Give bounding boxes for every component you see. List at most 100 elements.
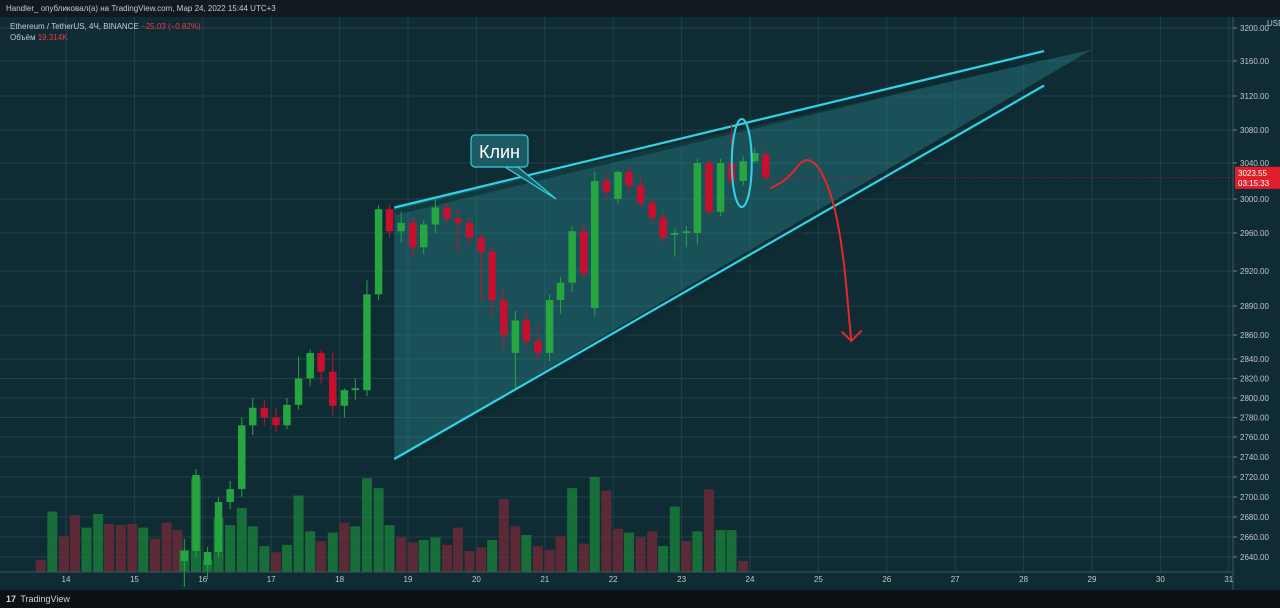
volume-bar [544,549,555,572]
candle-body [522,320,531,341]
volume-bar [81,527,92,572]
candle-body [761,154,770,178]
volume-bar [316,541,327,572]
price-tick-label: 3200.00 [1240,24,1269,33]
candle-body [556,282,565,301]
volume-bar [373,488,384,572]
candle-body [351,388,360,391]
volume-bar [521,534,532,572]
candle-body [500,300,508,335]
time-axis[interactable]: 14 15 16 17 18 19 20 21 22 23 24 25 26 27 28 29 30 31 [0,571,1234,584]
footer-bar: 17 TradingView [0,590,1280,608]
candle-body [306,353,314,379]
candle-body [272,417,280,426]
price-axis-unit: USDT [1267,19,1280,28]
candle-body [329,371,337,406]
candle-body [431,207,440,225]
volume-bar [418,539,429,572]
volume-bar [361,478,372,572]
drawings[interactable]: Клин [470,118,863,343]
candle-body [397,222,405,232]
volume-bar [703,489,714,572]
volume-bar [138,527,149,572]
time-tick-label: 14 [62,575,71,584]
callout-label: Клин [479,142,520,162]
price-tick-label: 2960.00 [1240,229,1269,238]
volume-bar [464,551,475,572]
time-tick-label: 19 [404,575,413,584]
candlestick-chart[interactable]: Клин USDT 2640.00 2660.00 2680.00 2700.00 27… [0,17,1280,590]
volume-bar [47,511,58,572]
time-tick-label: 25 [814,575,823,584]
chart-background [0,17,1280,590]
volume-bar [281,544,292,572]
volume-bar [738,560,749,572]
candle-body [294,378,303,405]
wedge-line-shadow [394,88,1047,467]
volume-bar [510,526,521,572]
callout-box [470,134,529,168]
candle-body [511,320,520,353]
candle-body [705,163,713,212]
volume-bar [161,522,172,572]
price-tick-label: 2640.00 [1240,553,1269,562]
tradingview-wordmark: TradingView [20,594,70,604]
price-tick-label: 2800.00 [1240,394,1269,403]
volume-bar [567,488,578,572]
wedge-pattern[interactable] [393,49,1092,467]
candle-body [226,489,234,502]
candle-body [693,163,702,233]
volume-bar [647,531,658,572]
volume-bar [715,530,726,572]
price-change: −25.03 (−0.82%) [141,22,201,31]
volume-bar [532,546,543,572]
volume-bar [487,539,498,572]
symbol-name: Ethereum / TetherUS, 4Ч, BINANCE [10,22,139,31]
time-tick-label: 27 [951,575,960,584]
time-tick-label: 26 [882,575,891,584]
candle-body [671,233,679,235]
candle-body [454,218,462,223]
volume-value: 19.314K [37,33,68,42]
candle-body [363,294,371,391]
time-tick-label: 15 [130,575,139,584]
candle-body [385,209,394,232]
bar-countdown: 03:15:33 [1238,179,1270,188]
candle-body [374,209,383,295]
volume-bar [430,537,441,572]
price-tick-label: 3160.00 [1240,57,1269,66]
volume-bar [115,525,126,572]
candle-body [283,404,291,426]
candle-body [716,163,725,212]
chart-legend: Ethereum / TetherUS, 4Ч, BINANCE −25.03 … [10,21,201,43]
candle-body [625,172,633,186]
price-axis[interactable]: USDT 2640.00 2660.00 2680.00 2700.00 2720.00… [1232,17,1280,590]
candle-body [214,502,223,552]
candle-body [568,231,576,283]
candle-body [488,252,496,301]
candle-body [465,222,474,238]
price-tick-label: 2840.00 [1240,355,1269,364]
price-tick-label: 2820.00 [1240,375,1269,384]
forecast-arrowhead-icon [841,330,863,343]
volume-bar [350,526,361,572]
candle-body [751,153,759,162]
candle-body [545,300,554,353]
volume-bar [384,525,395,572]
candle-body [477,237,485,252]
publisher-bar: Handler_ опубликовал(а) на TradingView.c… [0,0,1280,17]
klin-callout[interactable]: Клин [470,134,557,200]
time-tick-label: 30 [1156,575,1165,584]
volume-bar [35,559,46,572]
volume-bar [578,543,589,572]
candle-body [409,222,417,248]
candle-body [648,203,656,218]
volume-bar [476,547,487,572]
volume-bar [339,522,350,572]
price-tick-label: 2890.00 [1240,302,1269,311]
candle-body [534,341,542,353]
volume-bar [327,532,338,572]
tradingview-logo-icon: 17 [6,594,17,604]
price-tick-label: 2740.00 [1240,453,1269,462]
time-tick-label: 16 [198,575,207,584]
